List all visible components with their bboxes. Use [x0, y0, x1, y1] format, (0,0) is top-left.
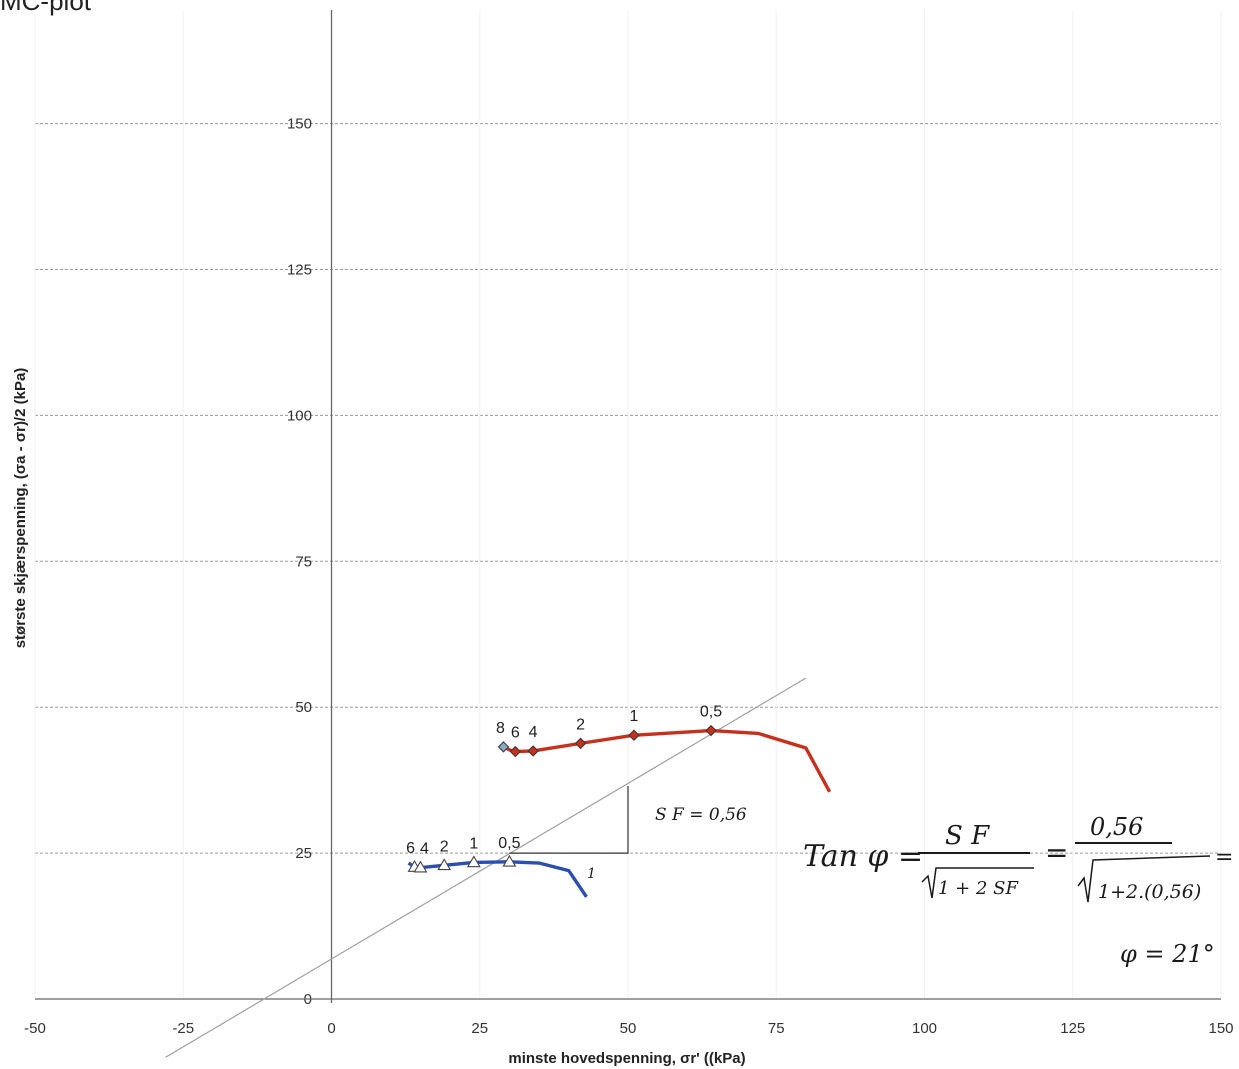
series-0-marker-1	[509, 745, 522, 758]
failure-envelope-line	[165, 677, 807, 1058]
series-1-label-4: 0,5	[498, 835, 520, 852]
series-1-label-2: 2	[440, 838, 449, 855]
slope-one-label: 1	[587, 866, 596, 882]
series-0-label-4: 1	[629, 708, 638, 725]
series-0-marker-5	[705, 724, 717, 737]
y-tick-label-25: 25	[295, 845, 312, 862]
series-1-label-0: 6	[406, 840, 415, 857]
sf-annotation: S F = 0,56	[655, 805, 747, 825]
y-tick-label-100: 100	[287, 407, 312, 424]
x-tick-label-75: 75	[768, 1020, 785, 1037]
y-tick-label-150: 150	[287, 116, 312, 133]
page-title: MC-plot	[0, 0, 92, 16]
series-0-marker-3	[574, 737, 587, 750]
series-0-label-0: 8	[496, 720, 505, 737]
formula-den-value: 1+2.(0,56)	[1098, 881, 1201, 903]
formula-num-value: 0,56	[1090, 813, 1143, 841]
slope-triangle	[509, 785, 629, 854]
x-tick-label--50: -50	[24, 1020, 46, 1037]
series-0-marker-0	[497, 741, 510, 753]
series-1-marker-1	[413, 860, 428, 873]
x-tick-label--25: -25	[172, 1020, 194, 1037]
series-1-marker-4	[502, 854, 517, 867]
x-tick-label-50: 50	[620, 1020, 637, 1037]
x-tick-label-25: 25	[471, 1020, 488, 1037]
x-axis-title: minste hovedspenning, σr' ((kPa)	[508, 1050, 745, 1067]
x-tick-label-150: 150	[1208, 1020, 1233, 1037]
series-0-label-5: 0,5	[700, 704, 722, 721]
sqrt-sign-1	[921, 867, 1034, 899]
y-tick-label-50: 50	[295, 699, 312, 716]
x-tick-label-125: 125	[1060, 1020, 1085, 1037]
x-tick-label-100: 100	[912, 1020, 937, 1037]
series-0-marker-2	[527, 745, 539, 757]
formula-numerator: S F	[945, 821, 990, 851]
result-phi: φ = 21°	[1120, 940, 1215, 968]
formula-equals: =	[1045, 836, 1068, 869]
series-0-label-3: 2	[576, 716, 585, 733]
formula-trailing-equals: =	[1215, 845, 1233, 870]
series-1-label-1: 4	[420, 841, 429, 858]
series-1-label-3: 1	[469, 835, 478, 852]
series-0-marker-4	[628, 729, 640, 741]
y-tick-label-125: 125	[287, 262, 312, 279]
y-axis-title: største skjærspenning, (σa - σr)/2 (kPa)	[12, 368, 29, 649]
series-0-label-2: 4	[529, 724, 538, 741]
series-1-line	[407, 860, 588, 898]
x-tick-label-0: 0	[327, 1020, 335, 1037]
y-tick-label-75: 75	[295, 553, 312, 570]
series-1-marker-3	[466, 855, 481, 868]
series-1-marker-2	[437, 858, 452, 871]
formula-denominator: 1 + 2 SF	[938, 878, 1019, 899]
formula-lhs: Tan φ =	[803, 839, 923, 874]
sqrt-sign-2	[1077, 855, 1211, 903]
series-0-label-1: 6	[511, 725, 520, 742]
